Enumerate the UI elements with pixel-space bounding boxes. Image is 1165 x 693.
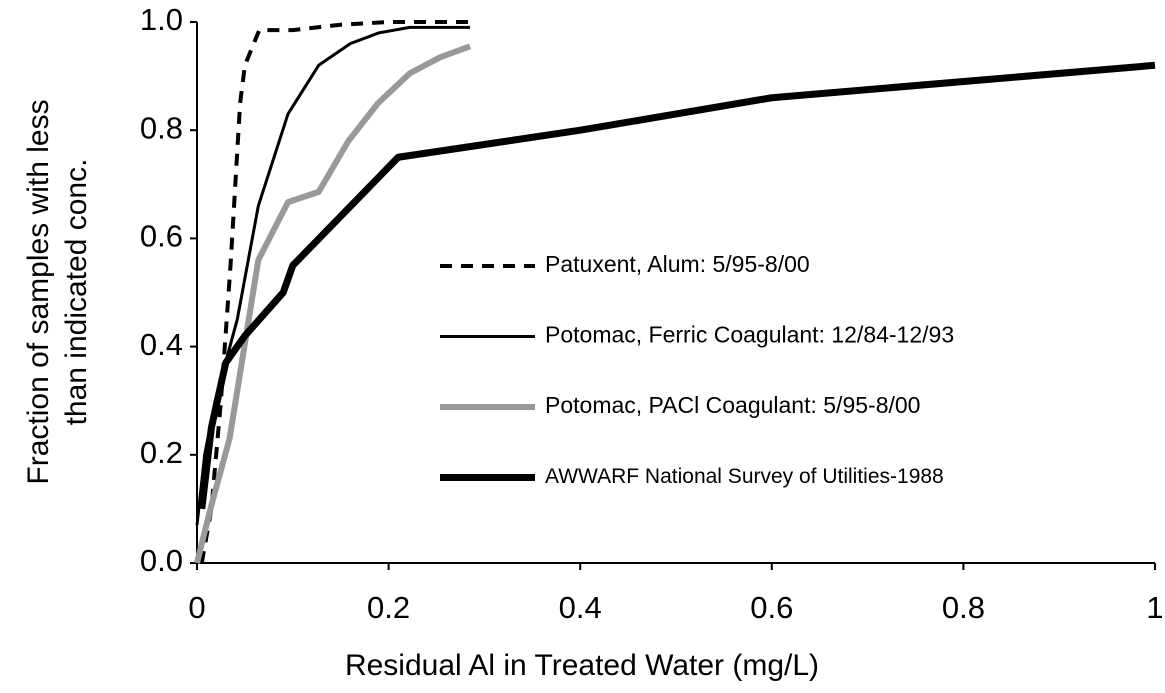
legend-label: Potomac, PACl Coagulant: 5/95-8/00: [545, 392, 920, 418]
legend-label: AWWARF National Survey of Utilities-1988: [545, 465, 944, 488]
y-tick-label: 0.0: [140, 543, 183, 578]
x-tick-label: 0.4: [559, 590, 602, 625]
x-tick-label: 1: [1146, 590, 1163, 625]
legend-label: Patuxent, Alum: 5/95-8/00: [545, 251, 810, 277]
y-tick-label: 0.8: [140, 110, 183, 145]
y-axis-label-line: Fraction of samples with less: [22, 99, 55, 484]
series-line: [194, 43, 472, 564]
x-tick-label: 0: [188, 590, 205, 625]
y-axis-label: Fraction of samples with less than indic…: [22, 99, 93, 484]
series-line: [199, 20, 471, 564]
x-axis-label: Residual Al in Treated Water (mg/L): [345, 649, 819, 682]
series-line: [198, 61, 1156, 510]
y-axis-label-line: than indicated conc.: [60, 159, 93, 426]
series-line: [195, 25, 471, 526]
y-tick-label: 0.4: [140, 327, 183, 362]
y-tick-label: 0.2: [140, 435, 183, 470]
y-tick-label: 1.0: [140, 2, 183, 37]
x-tick-label: 0.2: [367, 590, 410, 625]
x-tick-label: 0.8: [942, 590, 985, 625]
y-tick-label: 0.6: [140, 219, 183, 254]
legend-label: Potomac, Ferric Coagulant: 12/84-12/93: [545, 322, 954, 348]
x-tick-label: 0.6: [750, 590, 793, 625]
